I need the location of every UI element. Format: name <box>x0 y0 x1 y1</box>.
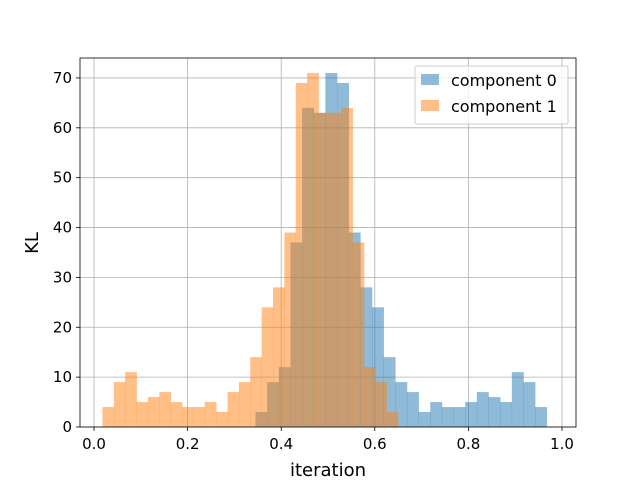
bar-series-1 <box>125 372 137 427</box>
bar-series-0 <box>500 402 513 427</box>
x-axis-ticks: 0.0 0.2 0.4 0.6 0.8 1.0 <box>82 427 574 453</box>
bar-series-0 <box>430 402 443 427</box>
bar-series-1 <box>307 72 319 427</box>
bar-series-1 <box>273 287 285 427</box>
bar-series-0 <box>371 307 384 427</box>
y-axis-ticks: 0 10 20 30 40 50 60 70 <box>53 69 80 436</box>
bar-series-1 <box>284 232 297 427</box>
y-tick-label: 0 <box>62 418 72 436</box>
bar-series-1 <box>341 107 353 427</box>
y-axis-label: KL <box>22 232 43 254</box>
y-tick-label: 70 <box>53 69 72 87</box>
legend-label-component-1: component 1 <box>451 97 557 116</box>
x-tick-label: 0.6 <box>363 435 387 453</box>
bar-series-1 <box>147 397 160 427</box>
y-tick-label: 30 <box>53 268 72 286</box>
bar-series-0 <box>383 357 396 427</box>
y-tick-label: 10 <box>53 368 72 386</box>
bar-series-0 <box>523 382 536 427</box>
y-tick-label: 20 <box>53 318 72 336</box>
y-tick-label: 50 <box>53 169 72 187</box>
bar-series-0 <box>441 407 454 427</box>
bar-series-1 <box>261 307 274 427</box>
legend-label-component-0: component 0 <box>451 71 557 90</box>
bar-series-1 <box>193 407 206 427</box>
legend-box <box>414 65 569 125</box>
bar-series-0 <box>465 402 478 427</box>
bar-series-1 <box>329 112 342 427</box>
bar-series-1 <box>136 402 149 427</box>
bar-series-1 <box>216 412 228 427</box>
bar-series-0 <box>535 407 548 427</box>
x-tick-label: 0.2 <box>176 435 200 453</box>
y-tick-label: 40 <box>53 219 72 237</box>
bar-series-0 <box>511 372 524 427</box>
bar-series-1 <box>363 367 376 427</box>
bar-series-1 <box>159 392 171 427</box>
bar-series-1 <box>238 382 251 427</box>
y-tick-label: 60 <box>53 119 72 137</box>
bar-series-1 <box>318 112 331 427</box>
bar-series-0 <box>395 382 408 427</box>
bar-series-1 <box>227 392 240 427</box>
x-tick-label: 0.8 <box>456 435 480 453</box>
x-tick-label: 1.0 <box>550 435 574 453</box>
bar-series-1 <box>113 382 126 427</box>
legend: component 0 component 1 <box>414 65 569 125</box>
bar-series-1 <box>386 412 399 427</box>
bar-series-0 <box>406 392 419 427</box>
x-axis-label: iteration <box>290 460 366 480</box>
legend-swatch-component-1 <box>421 100 439 111</box>
bar-series-1 <box>170 402 183 427</box>
bar-series-1 <box>295 82 308 427</box>
bar-series-0 <box>476 392 489 427</box>
bar-series-0 <box>453 407 466 427</box>
bar-series-1 <box>352 242 365 427</box>
bar-series-1 <box>182 407 194 427</box>
bar-series-1 <box>102 407 115 427</box>
series-1-bars <box>102 72 399 427</box>
bar-series-1 <box>204 402 217 427</box>
legend-swatch-component-0 <box>421 74 439 85</box>
bar-series-0 <box>360 287 373 427</box>
plot-frame <box>79 57 577 428</box>
bar-series-1 <box>375 382 388 427</box>
x-tick-label: 0.0 <box>82 435 106 453</box>
bar-series-1 <box>250 357 262 427</box>
bars <box>102 72 548 427</box>
bar-series-0 <box>488 397 501 427</box>
bar-series-0 <box>418 412 431 427</box>
x-tick-label: 0.4 <box>269 435 293 453</box>
